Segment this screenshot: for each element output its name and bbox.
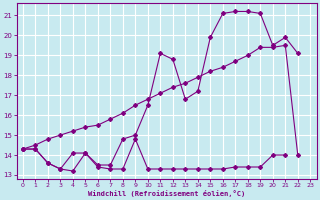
X-axis label: Windchill (Refroidissement éolien,°C): Windchill (Refroidissement éolien,°C)	[88, 190, 245, 197]
